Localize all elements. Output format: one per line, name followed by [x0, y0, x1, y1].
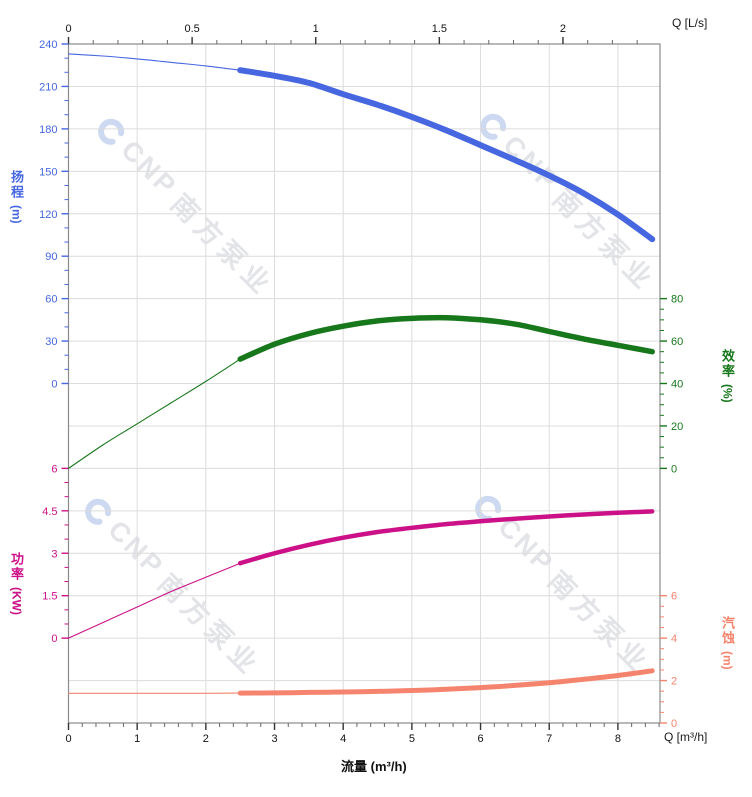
tick-label: 0.5 [184, 23, 199, 35]
tick-label: 4 [340, 733, 346, 745]
tick-label: 1.5 [432, 23, 447, 35]
bottom-axis-unit-label: Q [m³/h] [664, 730, 708, 744]
power-curve-thin [67, 562, 241, 639]
tick-label: 210 [39, 81, 57, 93]
tick-label: 30 [45, 336, 57, 348]
tick-label: 0 [51, 633, 57, 645]
tick-label: 150 [39, 166, 57, 178]
bottom-axis: 0 1 2 3 4 5 6 7 8 [65, 723, 660, 745]
tick-label: 4 [671, 633, 677, 645]
tick-label: 3 [51, 548, 57, 560]
tick-label: 0 [671, 718, 677, 730]
tick-label: 60 [671, 336, 683, 348]
tick-label: 0 [51, 379, 57, 391]
tick-label: 5 [409, 733, 415, 745]
head-curve-thick [237, 67, 656, 243]
power-axis-unit: (KW) [9, 587, 24, 615]
head-curve [67, 53, 656, 243]
tick-label: 0 [671, 463, 677, 475]
x-axis-title: 流量 (m³/h) [341, 759, 407, 774]
tick-label: 240 [39, 39, 57, 51]
efficiency-axis-unit: (%) [720, 384, 735, 403]
tick-label: 4.5 [42, 506, 57, 518]
tick-label: 3 [271, 733, 277, 745]
cnp-logo-icon [85, 498, 112, 525]
power-axis-title: 功率 (KW) [8, 552, 24, 615]
cnp-logo-icon [480, 113, 507, 140]
tick-label: 6 [671, 591, 677, 603]
tick-label: 2 [671, 676, 677, 688]
top-axis: 0 0.5 1 1.5 2 [65, 23, 638, 44]
tick-label: 8 [615, 733, 621, 745]
tick-label: 2 [560, 23, 566, 35]
tick-label: 2 [203, 733, 209, 745]
top-axis-unit-label: Q [L/s] [672, 16, 708, 30]
brand-watermark: CNP 南方泵业 [468, 101, 667, 300]
tick-label: 0 [65, 733, 71, 745]
tick-label: 120 [39, 209, 57, 221]
tick-label: 60 [45, 294, 57, 306]
efficiency-axis: 0 20 40 60 80 [660, 294, 683, 475]
head-axis: 0 30 60 90 120 150 180 210 240 [39, 39, 69, 391]
head-axis-unit: (m) [9, 205, 24, 224]
power-axis: 0 1.5 3 4.5 6 [42, 463, 69, 645]
efficiency-axis-title: 效率 (%) [719, 349, 735, 403]
tick-label: 20 [671, 421, 683, 433]
power-curve [67, 509, 655, 639]
tick-label: 0 [65, 23, 71, 35]
cnp-logo-icon [98, 118, 125, 145]
npsh-axis-unit: (m) [720, 651, 735, 670]
npsh-axis-title: 汽蚀 (m) [719, 616, 735, 670]
tick-label: 180 [39, 124, 57, 136]
power-axis-title-text: 功率 [8, 552, 24, 582]
npsh-curve [67, 668, 655, 696]
tick-label: 1 [313, 23, 319, 35]
efficiency-axis-title-text: 效率 [719, 349, 735, 379]
efficiency-curve [67, 314, 655, 469]
brand-watermark: CNP 南方泵业 [73, 486, 272, 685]
head-axis-title: 扬程 (m) [8, 170, 24, 224]
efficiency-curve-thin [67, 358, 241, 469]
efficiency-curve-thick [237, 314, 655, 362]
tick-label: 7 [546, 733, 552, 745]
cnp-logo-icon [475, 495, 502, 522]
tick-label: 6 [477, 733, 483, 745]
tick-label: 90 [45, 251, 57, 263]
gridlines [67, 43, 661, 724]
tick-label: 40 [671, 379, 683, 391]
head-curve-thin [67, 53, 241, 71]
npsh-axis: 0 2 4 6 [660, 591, 677, 730]
tick-label: 1 [134, 733, 140, 745]
tick-label: 6 [51, 463, 57, 475]
brand-watermark: CNP 南方泵业 [86, 106, 285, 305]
tick-label: 80 [671, 294, 683, 306]
tick-label: 1.5 [42, 591, 57, 603]
brand-watermark: CNP 南方泵业 [463, 483, 662, 682]
npsh-axis-title-text: 汽蚀 [719, 616, 735, 646]
head-axis-title-text: 扬程 [8, 170, 24, 200]
power-curve-thick [237, 509, 655, 566]
npsh-curve-thick [237, 668, 655, 696]
